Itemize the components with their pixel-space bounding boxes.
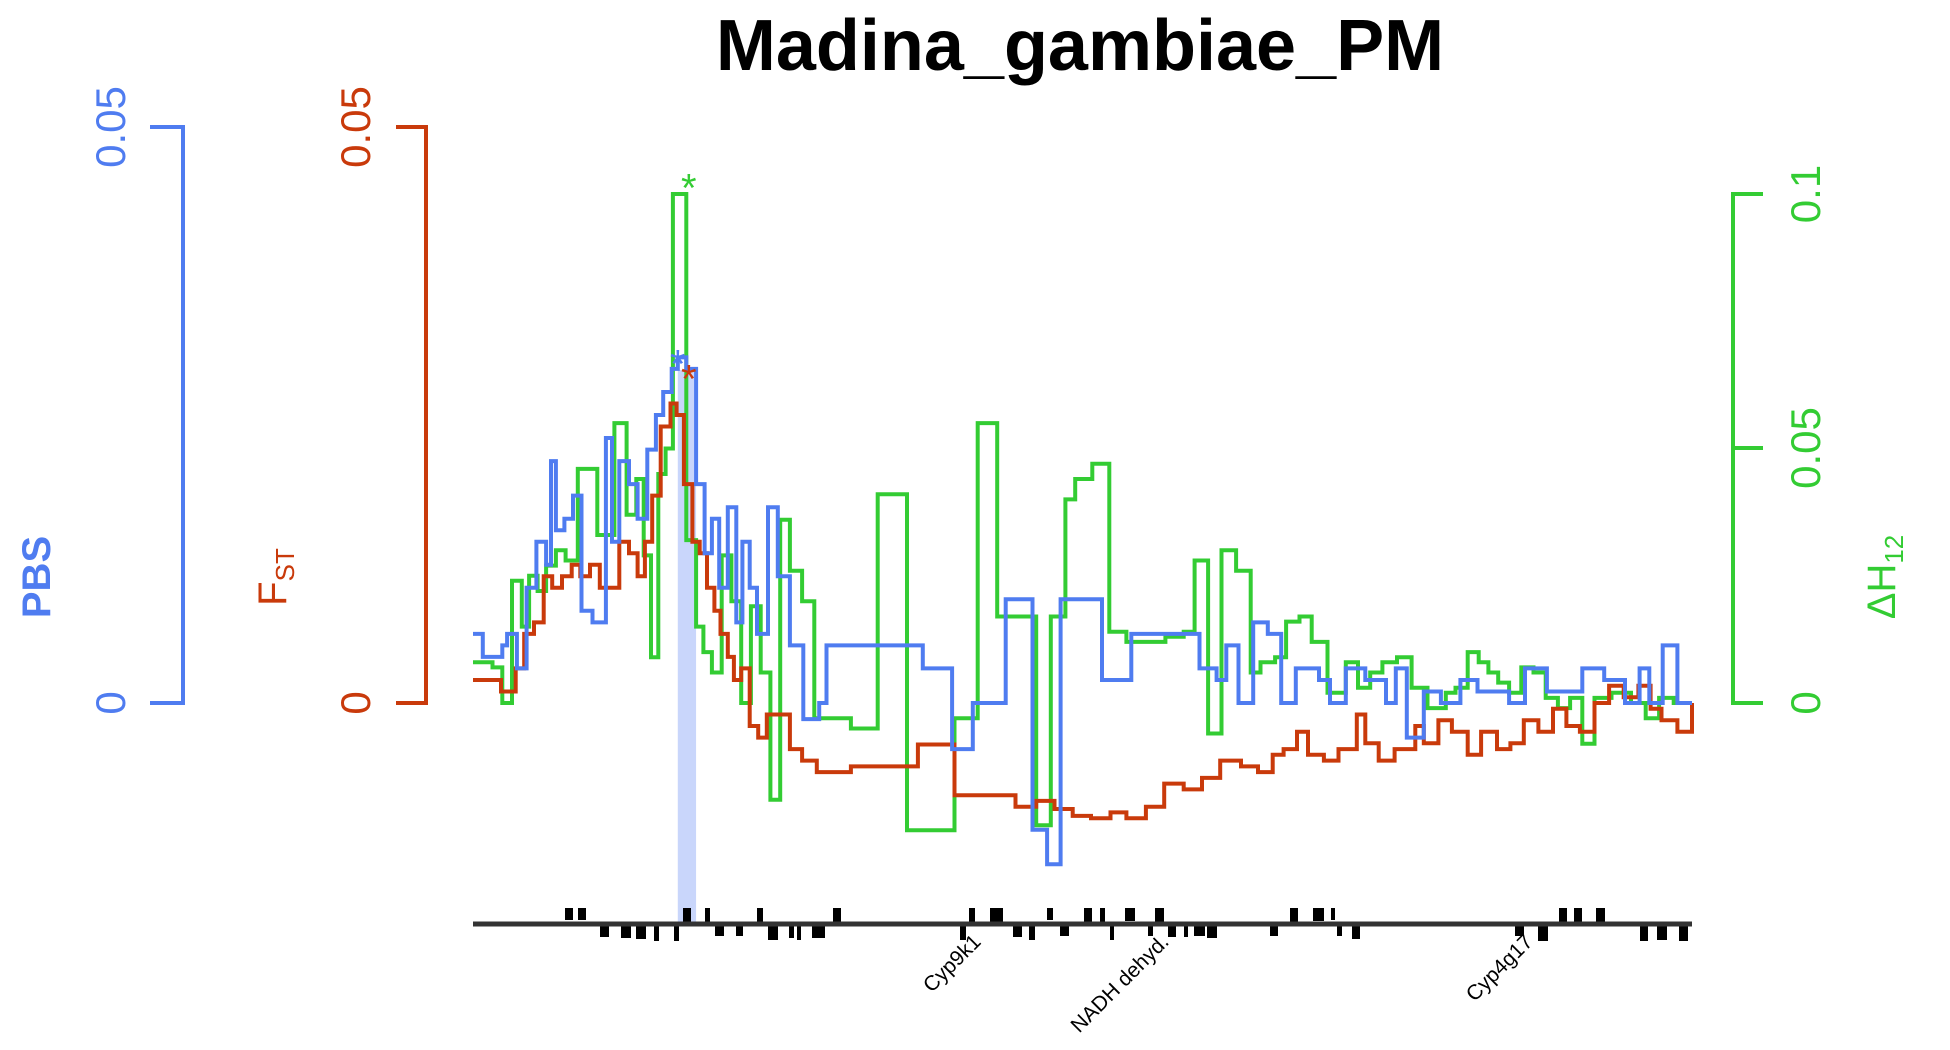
pbs-tick-label-005: 0.05 [87, 86, 134, 168]
gene-block [621, 924, 631, 938]
gene-block [1574, 908, 1582, 924]
gene-block [812, 924, 825, 938]
gene-block [636, 924, 646, 939]
gene-block [1331, 908, 1335, 920]
gene-block [578, 908, 586, 920]
gene-block [757, 908, 763, 922]
gene-block [1337, 924, 1342, 936]
gene-block [1640, 924, 1648, 941]
chart-title: Madina_gambiae_PM [716, 6, 1444, 86]
gene-block [1125, 908, 1135, 921]
gene-block [789, 924, 794, 938]
gene-block [1047, 908, 1053, 920]
h12-series-line [473, 192, 1692, 833]
gene-block [1538, 924, 1548, 941]
h12-tick-label-005: 0.05 [1782, 407, 1829, 489]
gene-block [969, 908, 975, 925]
gene-block [768, 924, 778, 940]
fst-axis-line [396, 125, 428, 705]
h12-axis-label-main: ΔH [1860, 564, 1904, 620]
fst-axis-label-main: F [251, 581, 295, 605]
gene-block [1679, 924, 1688, 941]
gene-block [1184, 924, 1188, 937]
gene-block [1084, 908, 1092, 923]
gene-block [683, 908, 691, 924]
gene-block [797, 924, 801, 940]
gene-block [674, 924, 679, 941]
gene-block [1313, 908, 1324, 921]
h12-significance-star: * [681, 166, 697, 210]
gene-block [1657, 924, 1667, 940]
fst-tick-label-005: 0.05 [332, 86, 379, 168]
h12-axis-label-sub: 12 [1879, 535, 1909, 564]
gene-block [715, 924, 724, 936]
gene-block [1270, 924, 1278, 936]
gene-block [833, 908, 841, 922]
pbs-axis-line [150, 125, 185, 705]
gene-block [1168, 924, 1176, 937]
pbs-axis: 0 0.05 PBS [15, 86, 185, 715]
gene-block [1194, 924, 1205, 936]
gene-track [565, 908, 1688, 941]
gene-block [565, 908, 573, 920]
gene-block [1515, 924, 1524, 936]
fst-axis-label-sub: ST [270, 548, 300, 581]
fst-axis-label: FST [251, 548, 300, 606]
h12-axis-label: ΔH12 [1860, 535, 1909, 620]
gene-block [960, 924, 966, 940]
h12-tick-label-01: 0.1 [1782, 165, 1829, 223]
h12-tick-label-0: 0 [1782, 691, 1829, 714]
gene-block [1100, 908, 1105, 925]
gene-block [1110, 924, 1114, 940]
fst-significance-star: * [681, 357, 697, 401]
gene-block [654, 924, 659, 941]
gene-block [1155, 908, 1164, 925]
gene-block [1290, 908, 1298, 922]
gene-block [736, 924, 743, 936]
gene-block [1060, 924, 1069, 936]
pbs-tick-label-0: 0 [87, 691, 134, 714]
fst-series-line [473, 401, 1694, 821]
fst-axis: 0 0.05 FST [251, 86, 428, 715]
gene-block [600, 924, 609, 937]
pbs-axis-label: PBS [15, 536, 59, 618]
gene-block [1352, 924, 1360, 939]
gene-block [1559, 908, 1567, 925]
gene-block [1596, 908, 1605, 923]
gene-block [990, 908, 1003, 924]
gene-block [1013, 924, 1022, 937]
gene-block [1029, 924, 1035, 940]
pbs-significance-star: * [670, 342, 686, 386]
h12-axis: 0 0.05 0.1 ΔH12 [1731, 165, 1909, 715]
gene-block [1148, 924, 1153, 936]
gene-block [1207, 924, 1217, 938]
fst-tick-label-0: 0 [332, 691, 379, 714]
gene-block [705, 908, 710, 922]
pbs-series-line [473, 355, 1692, 867]
